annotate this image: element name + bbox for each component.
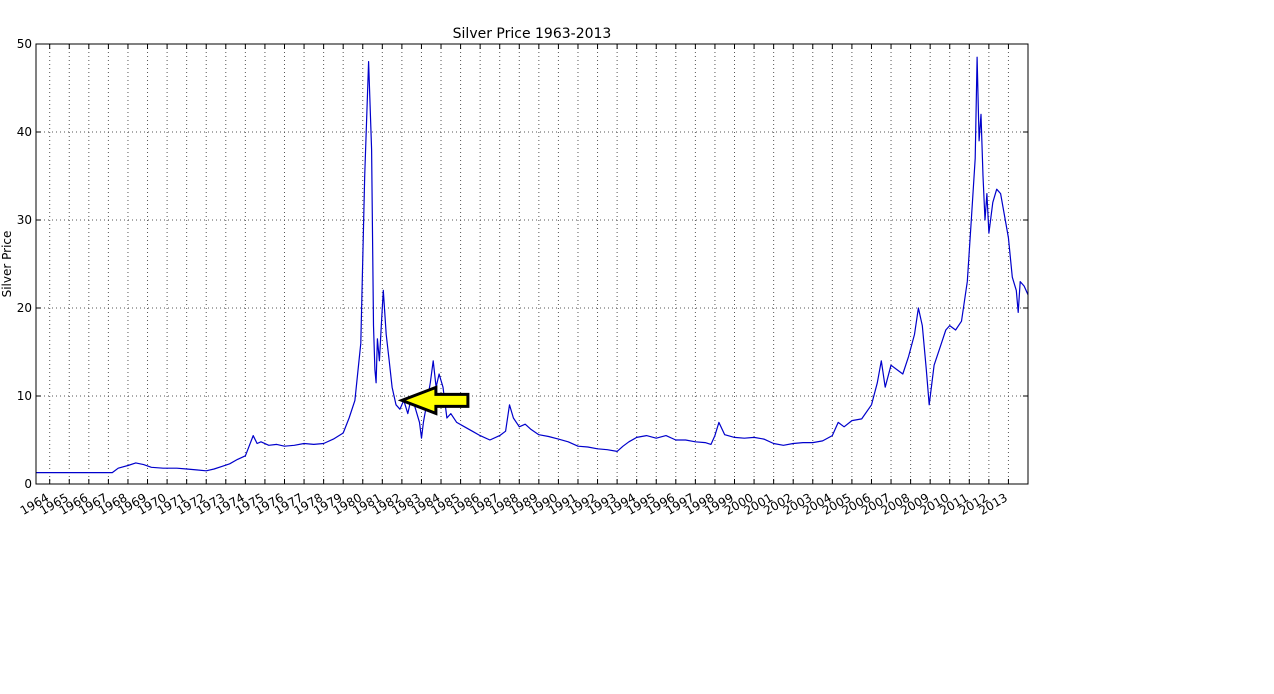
series-line [36, 56, 1029, 474]
chart-title: Silver Price 1963-2013 [453, 26, 612, 42]
y-tick-label: 10 [17, 389, 32, 403]
y-axis: 0 10 20 30 40 50 [17, 37, 1028, 491]
plot-frame [35, 43, 1029, 485]
y-tick-label: 0 [24, 477, 32, 491]
y-tick-label: 50 [17, 37, 32, 51]
grid [36, 44, 1028, 484]
annotation-arrow [397, 385, 470, 416]
series-line-layer [36, 56, 1029, 474]
y-tick-label: 40 [17, 125, 32, 139]
annotation-layer [397, 385, 470, 416]
y-tick-label: 20 [17, 301, 32, 315]
y-axis-label: Silver Price [0, 231, 14, 298]
y-tick-label: 30 [17, 213, 32, 227]
